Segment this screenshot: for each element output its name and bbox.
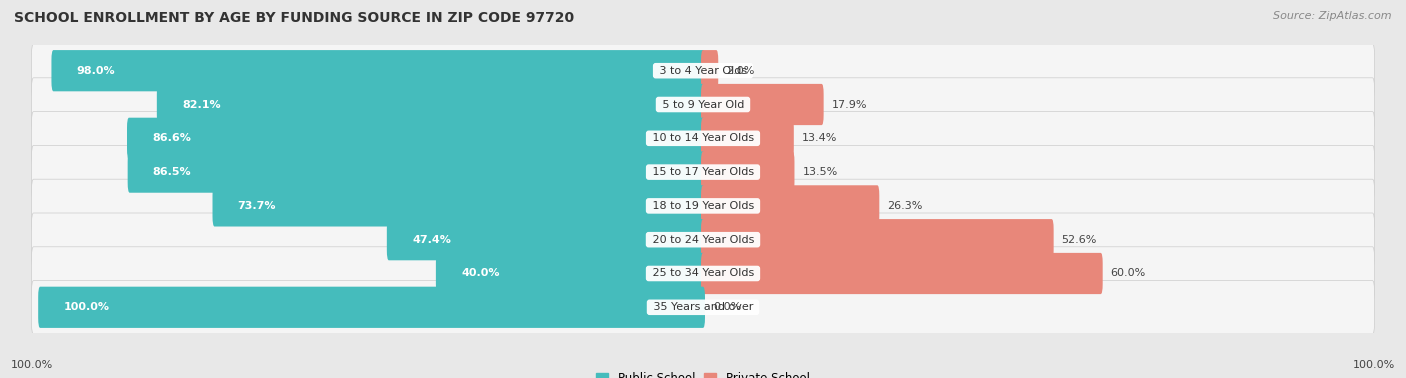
Text: 26.3%: 26.3% [887, 201, 922, 211]
Text: 86.6%: 86.6% [152, 133, 191, 143]
FancyBboxPatch shape [702, 253, 1102, 294]
Text: 47.4%: 47.4% [412, 235, 451, 245]
FancyBboxPatch shape [31, 78, 1375, 131]
FancyBboxPatch shape [157, 84, 704, 125]
Text: 98.0%: 98.0% [76, 66, 115, 76]
FancyBboxPatch shape [31, 280, 1375, 334]
Text: 13.5%: 13.5% [803, 167, 838, 177]
Text: Source: ZipAtlas.com: Source: ZipAtlas.com [1274, 11, 1392, 21]
FancyBboxPatch shape [31, 44, 1375, 98]
FancyBboxPatch shape [128, 152, 704, 193]
FancyBboxPatch shape [52, 50, 704, 91]
FancyBboxPatch shape [702, 219, 1053, 260]
Legend: Public School, Private School: Public School, Private School [592, 367, 814, 378]
Text: 82.1%: 82.1% [181, 99, 221, 110]
FancyBboxPatch shape [702, 84, 824, 125]
Text: 40.0%: 40.0% [461, 268, 499, 279]
Text: 15 to 17 Year Olds: 15 to 17 Year Olds [648, 167, 758, 177]
Text: 35 Years and over: 35 Years and over [650, 302, 756, 312]
FancyBboxPatch shape [38, 287, 704, 328]
Text: 13.4%: 13.4% [801, 133, 837, 143]
Text: 10 to 14 Year Olds: 10 to 14 Year Olds [648, 133, 758, 143]
FancyBboxPatch shape [31, 146, 1375, 199]
FancyBboxPatch shape [31, 179, 1375, 232]
Text: 73.7%: 73.7% [238, 201, 276, 211]
FancyBboxPatch shape [702, 152, 794, 193]
FancyBboxPatch shape [702, 50, 718, 91]
FancyBboxPatch shape [212, 185, 704, 226]
Text: 18 to 19 Year Olds: 18 to 19 Year Olds [648, 201, 758, 211]
FancyBboxPatch shape [387, 219, 704, 260]
Text: SCHOOL ENROLLMENT BY AGE BY FUNDING SOURCE IN ZIP CODE 97720: SCHOOL ENROLLMENT BY AGE BY FUNDING SOUR… [14, 11, 574, 25]
Text: 5 to 9 Year Old: 5 to 9 Year Old [658, 99, 748, 110]
FancyBboxPatch shape [436, 253, 704, 294]
Text: 100.0%: 100.0% [11, 361, 53, 370]
FancyBboxPatch shape [702, 185, 879, 226]
FancyBboxPatch shape [127, 118, 704, 159]
Text: 60.0%: 60.0% [1111, 268, 1146, 279]
Text: 86.5%: 86.5% [153, 167, 191, 177]
Text: 100.0%: 100.0% [1353, 361, 1395, 370]
Text: 20 to 24 Year Olds: 20 to 24 Year Olds [648, 235, 758, 245]
FancyBboxPatch shape [31, 112, 1375, 165]
FancyBboxPatch shape [31, 213, 1375, 266]
Text: 17.9%: 17.9% [831, 99, 868, 110]
Text: 2.0%: 2.0% [725, 66, 755, 76]
FancyBboxPatch shape [702, 118, 794, 159]
Text: 100.0%: 100.0% [63, 302, 110, 312]
Text: 52.6%: 52.6% [1062, 235, 1097, 245]
Text: 0.0%: 0.0% [713, 302, 741, 312]
Text: 3 to 4 Year Olds: 3 to 4 Year Olds [655, 66, 751, 76]
Text: 25 to 34 Year Olds: 25 to 34 Year Olds [648, 268, 758, 279]
FancyBboxPatch shape [31, 247, 1375, 300]
